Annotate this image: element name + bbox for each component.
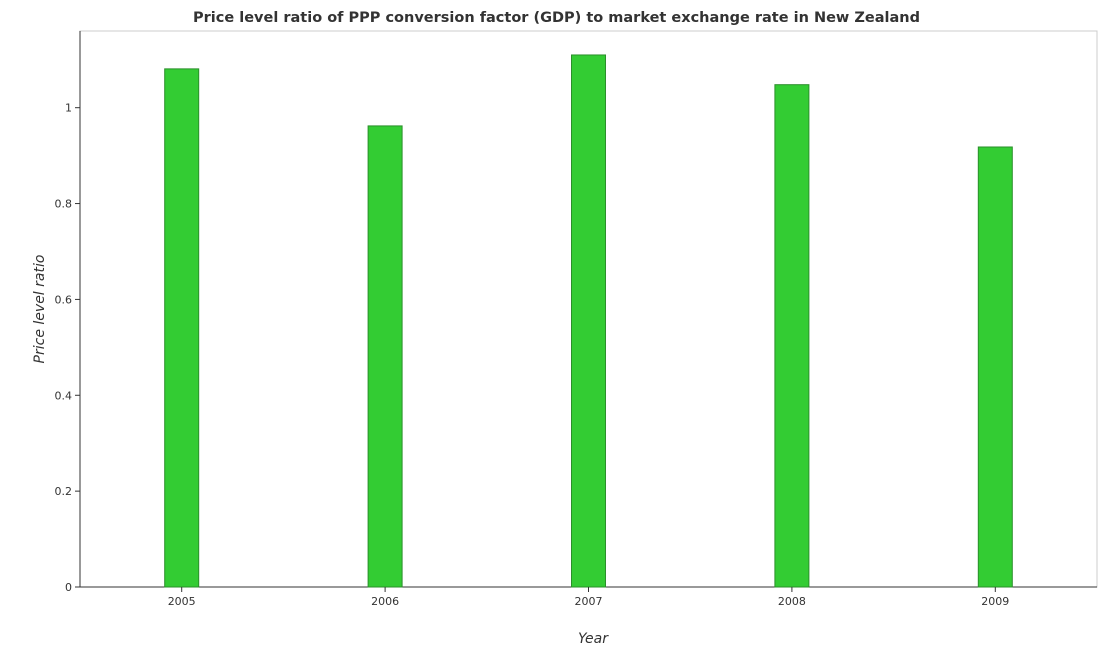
chart-title: Price level ratio of PPP conversion fact…	[193, 10, 920, 26]
bar-2006	[367, 125, 403, 588]
y-tick-label: 0.8	[55, 198, 73, 211]
x-tick-label: 2008	[778, 595, 806, 608]
y-tick-label: 0	[65, 581, 72, 594]
x-tick-label: 2005	[168, 595, 196, 608]
y-axis-title: Price level ratio	[32, 255, 48, 364]
y-tick-label: 0.2	[55, 485, 73, 498]
bar-2007	[571, 54, 606, 588]
x-tick-label: 2006	[371, 595, 399, 608]
x-tick-label: 2009	[981, 595, 1009, 608]
x-axis-title: Year	[578, 631, 609, 647]
plot-area: 0 0.2 0.4 0.6 0.8 1 2005 2006 2007 2008 2009	[55, 30, 1098, 608]
bar-2009	[977, 146, 1013, 588]
y-tick-label: 1	[65, 102, 72, 115]
x-tick-label: 2007	[575, 595, 603, 608]
y-tick-label: 0.4	[55, 389, 73, 402]
bar-2005	[164, 68, 200, 588]
bar-2008	[774, 84, 810, 588]
y-tick-label: 0.6	[55, 293, 73, 306]
